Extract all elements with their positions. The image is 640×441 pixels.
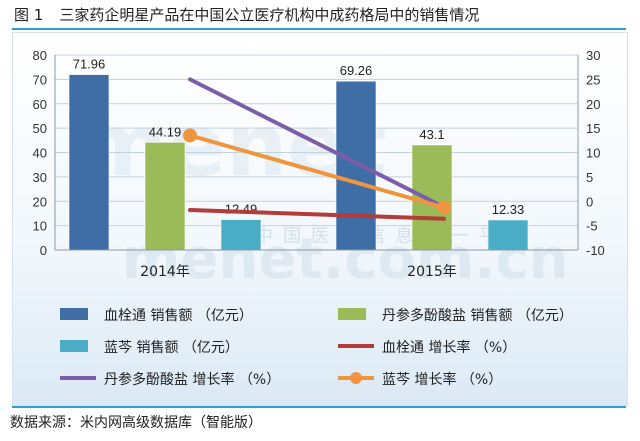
y-tick-label-right: 0 (586, 194, 593, 209)
bar-data-label: 44.19 (149, 124, 182, 139)
chart-panel (12, 32, 628, 406)
legend-label: 血栓通 销售额 （亿元） (104, 308, 253, 324)
y-tick-label-right: 15 (586, 121, 600, 136)
growth-marker (437, 200, 451, 215)
y-tick-label-right: -5 (586, 219, 598, 234)
bar (411, 144, 453, 251)
legend-label: 丹参多酚酸盐 增长率 （%） (104, 371, 280, 388)
y-tick-label-right: 25 (586, 72, 600, 87)
y-tick-label-right: 20 (586, 97, 600, 112)
y-tick-label-left: 80 (33, 48, 47, 63)
watermark-subtext: 中国医药信息第一平台 (255, 226, 535, 247)
growth-line (188, 77, 446, 210)
legend-marker (350, 372, 362, 384)
bar-data-label: 12.49 (225, 202, 258, 217)
legend-swatch (60, 340, 88, 352)
legend-swatch (60, 308, 88, 320)
y-tick-label-left: 50 (33, 121, 47, 136)
legend-swatch (338, 308, 366, 320)
bar (144, 141, 186, 251)
data-source: 数据来源：米内网高级数据库（智能版） (10, 415, 262, 431)
y-tick-label-right: 5 (586, 170, 593, 185)
bar (68, 74, 110, 251)
legend-item: 血栓通 销售额 （亿元） (60, 308, 253, 324)
growth-line (188, 133, 446, 210)
bar-data-label: 69.26 (340, 63, 373, 78)
legend-label: 血栓通 增长率 （%） (382, 339, 516, 356)
figure-title-text: 三家药企明星产品在中国公立医疗机构中成药格局中的销售情况 (59, 6, 480, 24)
x-tick-label: 2015年 (407, 264, 457, 280)
y-tick-label-left: 0 (40, 243, 47, 258)
legend-label: 蓝芩 销售额 （亿元） (104, 339, 239, 356)
legend-item: 蓝芩 销售额 （亿元） (60, 339, 239, 356)
legend-item: 蓝芩 增长率 （%） (338, 371, 502, 388)
legend-item: 丹参多酚酸盐 销售额 （亿元） (338, 307, 573, 324)
figure-title: 图 1 三家药企明星产品在中国公立医疗机构中成药格局中的销售情况 (14, 4, 479, 25)
bar-data-label: 12.33 (492, 202, 525, 217)
y-tick-label-right: -10 (586, 243, 605, 258)
y-tick-label-left: 40 (33, 146, 47, 161)
growth-line (188, 208, 446, 221)
y-tick-label-right: 30 (586, 48, 600, 63)
y-tick-label-right: 10 (586, 146, 600, 161)
title-divider (12, 28, 626, 30)
legend-item: 丹参多酚酸盐 增长率 （%） (60, 371, 280, 388)
bar (487, 219, 529, 251)
y-tick-label-left: 70 (33, 72, 47, 87)
legend-label: 蓝芩 增长率 （%） (382, 371, 502, 388)
bar-data-label: 71.96 (73, 57, 106, 72)
bar-data-label: 43.1 (419, 127, 444, 142)
y-tick-label-left: 60 (33, 97, 47, 112)
legend-label: 丹参多酚酸盐 销售额 （亿元） (382, 307, 573, 324)
figure-label: 图 1 (14, 6, 44, 24)
x-tick-label: 2014年 (140, 264, 190, 280)
bar (220, 219, 262, 251)
y-tick-label-left: 10 (33, 219, 47, 234)
growth-marker (183, 128, 197, 143)
source-divider (12, 406, 626, 408)
bar (335, 80, 377, 251)
legend-item: 血栓通 增长率 （%） (338, 339, 516, 356)
y-tick-label-left: 30 (33, 170, 47, 185)
y-tick-label-left: 20 (33, 194, 47, 209)
